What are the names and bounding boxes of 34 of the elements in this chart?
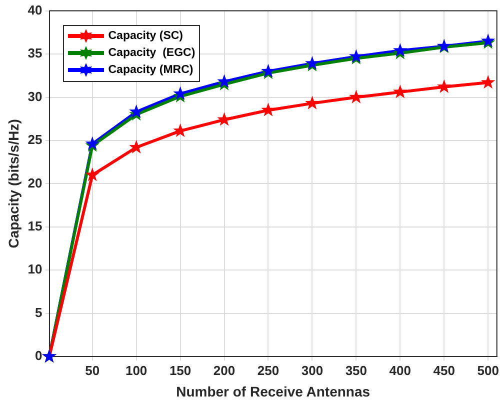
y-tick-label: 0 — [35, 348, 42, 364]
x-axis-title: Number of Receive Antennas — [176, 383, 370, 400]
point — [480, 75, 496, 89]
point — [261, 102, 276, 116]
point — [217, 112, 232, 126]
y-tick-label: 15 — [28, 218, 42, 234]
point — [305, 96, 320, 110]
x-tick-label: 50 — [85, 362, 100, 378]
legend-label: Capacity (SC) — [108, 30, 184, 42]
x-tick-label: 100 — [125, 362, 148, 378]
x-tick-label: 150 — [169, 362, 192, 378]
y-tick-label: 30 — [28, 88, 42, 104]
x-tick-label: 450 — [433, 362, 455, 378]
y-tick-label: 10 — [28, 262, 42, 277]
x-tick-label: 200 — [213, 362, 236, 378]
y-tick-label: 40 — [28, 2, 42, 18]
x-tick-label: 500 — [477, 362, 499, 378]
y-axis-title: Capacity (bits/s/Hz) — [5, 119, 22, 248]
x-tick-label: 300 — [301, 362, 324, 378]
x-tick-label: 250 — [257, 362, 280, 378]
point — [393, 43, 408, 57]
point — [349, 90, 364, 104]
x-tick-label: 400 — [389, 362, 411, 378]
y-tick-label: 25 — [28, 132, 42, 148]
point — [85, 168, 100, 182]
point — [436, 79, 452, 93]
point — [129, 104, 144, 118]
point — [393, 84, 408, 98]
y-tick-label: 20 — [28, 175, 42, 190]
legend-label: Capacity (MRC) — [108, 64, 194, 76]
x-tick-label: 350 — [345, 362, 368, 378]
y-tick-label: 5 — [35, 304, 42, 320]
legend-label: Capacity (EGC) — [108, 47, 196, 60]
y-tick-label: 35 — [28, 46, 42, 61]
